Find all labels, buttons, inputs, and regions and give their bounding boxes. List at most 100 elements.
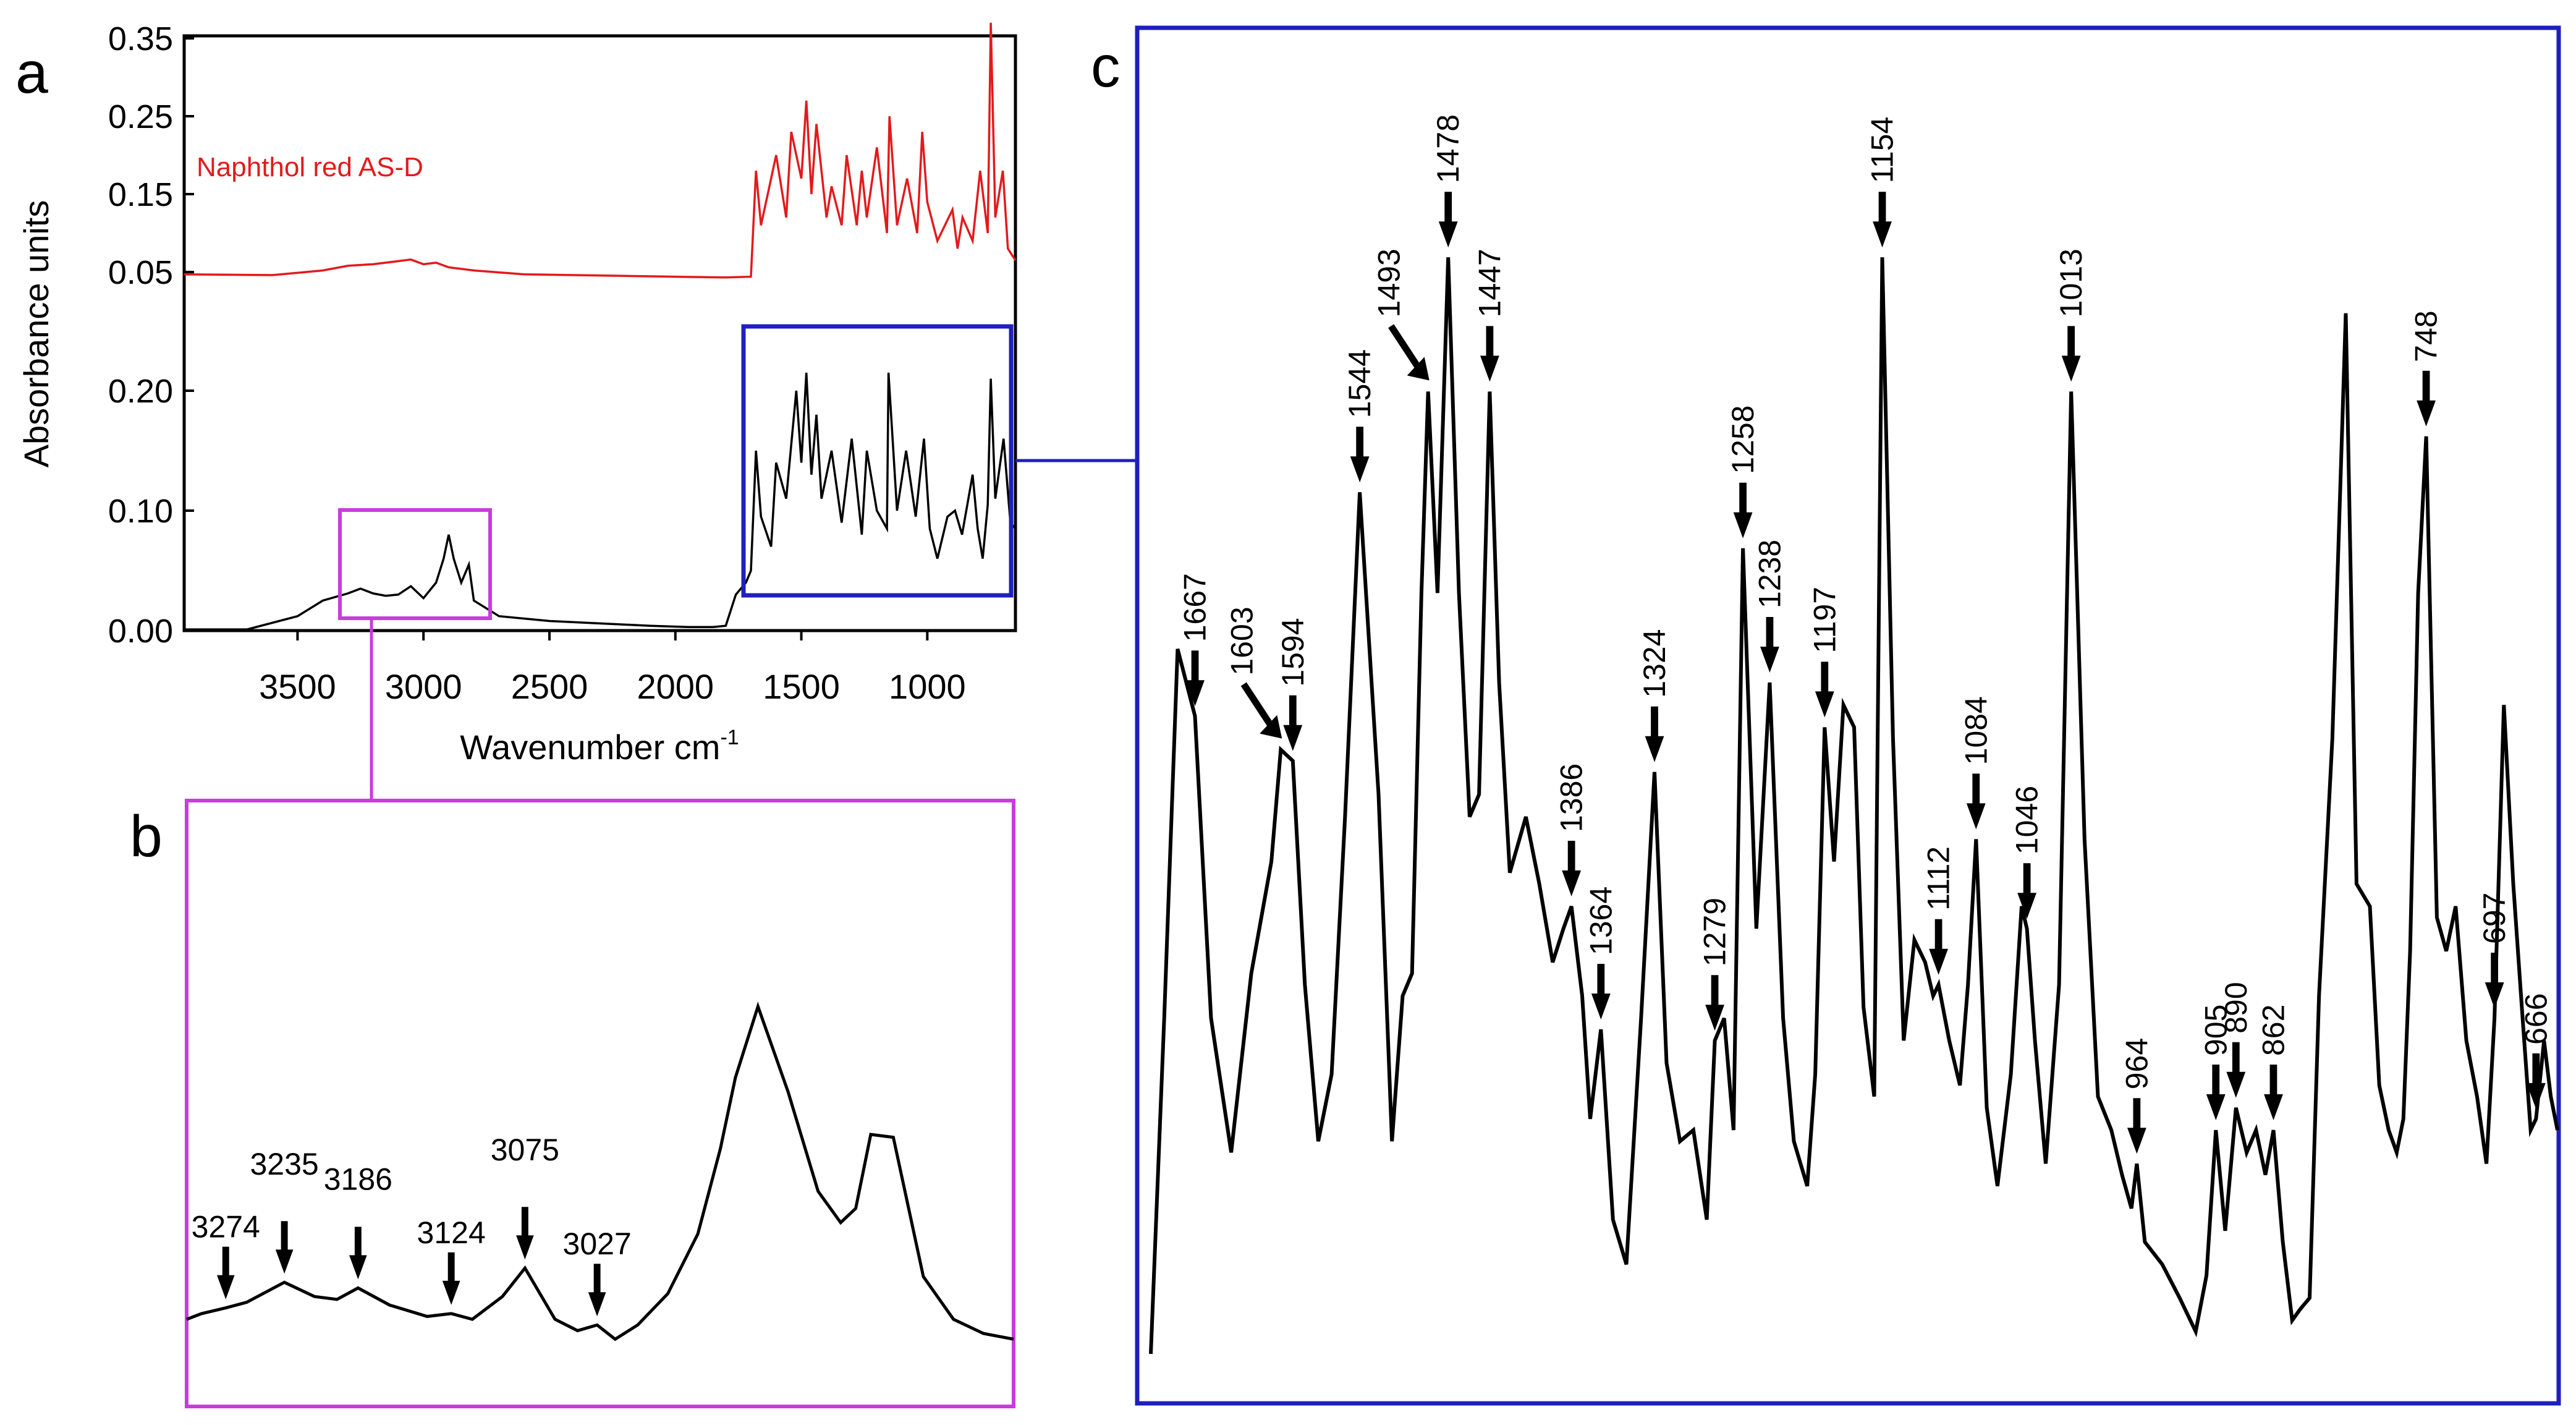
- peak-label: 1364: [1583, 887, 1618, 955]
- y-tick-label-upper: 0.05: [108, 254, 173, 291]
- x-tick-label: 2500: [511, 667, 588, 706]
- panel-c: c 1667 1603 1594 1544 1493 1478 1447 1386 1364 13…: [1091, 25, 2561, 1406]
- peak-label: 1197: [1807, 587, 1842, 653]
- peak-label: 862: [2256, 1005, 2290, 1056]
- peak-arrow: [275, 1221, 294, 1274]
- peak-arrow: [349, 1227, 367, 1280]
- peak-label: 1493: [1372, 249, 1407, 317]
- x-axis-label-text: Wavenumber cm: [460, 728, 720, 767]
- peak-arrow: [1929, 919, 1948, 975]
- peak-label: 666: [2519, 993, 2553, 1044]
- peak-arrow: [1815, 661, 1834, 718]
- peak-arrow: [516, 1207, 534, 1260]
- y-tick-label-lower: 0.20: [108, 373, 173, 410]
- peak-label: 964: [2119, 1038, 2154, 1089]
- peak-label: 1447: [1472, 249, 1507, 317]
- peak-label: 3075: [491, 1133, 559, 1167]
- peak-arrow: [1283, 695, 1303, 751]
- peak-arrow: [1438, 192, 1458, 248]
- peak-arrow: [2485, 953, 2504, 1008]
- panel-a-x-axis-label: Wavenumber cm-1: [460, 726, 739, 767]
- peak-arrow: [1185, 650, 1205, 707]
- peak-label: 1084: [1959, 696, 1993, 765]
- panel-a-frame: [182, 34, 1017, 632]
- peak-arrow: [2526, 1053, 2546, 1109]
- peak-label: 1046: [2010, 786, 2044, 854]
- peak-label: 1013: [2054, 249, 2088, 317]
- peak-label: 3124: [417, 1215, 486, 1250]
- y-tick-label-upper: 0.15: [108, 176, 173, 213]
- y-tick-label-upper: 0.35: [108, 20, 173, 57]
- peak-arrow: [1350, 427, 1370, 483]
- peak-arrow-diagonal: [1240, 682, 1282, 739]
- peak-label: 1603: [1224, 606, 1259, 675]
- peak-label: 1112: [1921, 846, 1956, 911]
- peak-label: 1544: [1342, 349, 1377, 418]
- panel-c-series: [1149, 257, 2559, 1355]
- peak-arrow: [1591, 964, 1611, 1020]
- panel-b-frame: [185, 799, 1015, 1408]
- x-axis-label-superscript: -1: [720, 726, 739, 749]
- x-tick-label: 2000: [637, 667, 714, 706]
- peak-arrow: [1733, 482, 1753, 538]
- peak-label: 1279: [1698, 898, 1732, 966]
- panel-a-series-naphthol-red: [184, 22, 1017, 279]
- panel-b-peak-annotations: 3274 3235 3186 3124 3075 3027: [192, 1133, 632, 1317]
- y-tick-label-lower: 0.00: [108, 613, 173, 650]
- peak-label: 1594: [1276, 618, 1310, 686]
- peak-label: 890: [2219, 982, 2253, 1033]
- panel-a-x-axis: 3500 3000 2500 2000 1500 1000: [259, 631, 966, 706]
- x-tick-label: 1500: [763, 667, 840, 706]
- zoom-box-c: [741, 324, 1014, 598]
- peak-label: 1258: [1726, 406, 1760, 474]
- peak-label: 1386: [1554, 764, 1589, 832]
- peak-label: 3274: [192, 1210, 260, 1244]
- peak-arrow: [1760, 617, 1779, 673]
- peak-arrow: [1562, 841, 1582, 896]
- zoom-box-b: [338, 508, 492, 620]
- panel-c-label: c: [1091, 34, 1121, 100]
- panel-c-frame: [1135, 25, 2561, 1406]
- panel-a-label: a: [15, 40, 48, 106]
- peak-label: 3235: [250, 1147, 319, 1181]
- peak-arrow: [2417, 370, 2436, 427]
- panel-b: b 3274 3235 3186 3124 3075 3027: [130, 799, 1015, 1408]
- series-label-naphthol-red: Naphthol red AS-D: [197, 152, 423, 182]
- peak-arrow: [2206, 1065, 2226, 1120]
- peak-label: 1478: [1431, 114, 1465, 183]
- panel-b-label: b: [130, 804, 163, 869]
- peak-label: 1324: [1637, 629, 1672, 698]
- peak-arrow: [2226, 1042, 2246, 1098]
- peak-arrow: [1873, 192, 1892, 248]
- peak-arrow: [1966, 773, 1986, 830]
- panel-a-y-axis: 0.35 0.25 0.15 0.05 0.20 0.10 0.00: [108, 20, 194, 650]
- x-tick-label: 3500: [259, 667, 336, 706]
- peak-label: 1238: [1752, 540, 1787, 608]
- panel-b-series: [186, 1002, 1014, 1342]
- x-tick-label: 1000: [889, 667, 966, 706]
- peak-arrow: [1645, 706, 1664, 762]
- x-tick-label: 3000: [385, 667, 462, 706]
- peak-arrow-diagonal: [1388, 324, 1430, 381]
- peak-arrow: [2061, 326, 2081, 382]
- peak-arrow: [1480, 326, 1499, 382]
- peak-label: 3186: [324, 1162, 392, 1196]
- peak-arrow: [588, 1264, 606, 1317]
- peak-arrow: [216, 1246, 235, 1300]
- peak-label: 1667: [1178, 573, 1213, 642]
- panel-a: a 0.35 0.25 0.15 0.05 0.20 0.10 0.00 3500 3000 2…: [15, 20, 1137, 801]
- panel-a-series-sample: [184, 372, 1017, 631]
- peak-label: 748: [2409, 310, 2444, 362]
- peak-label: 1154: [1865, 117, 1900, 184]
- peak-arrow: [1705, 975, 1724, 1031]
- panel-c-peak-annotations: 1667 1603 1594 1544 1493 1478 1447 1386 1364 1324…: [1178, 114, 2553, 1154]
- peak-label: 905: [2198, 1005, 2233, 1056]
- peak-label: 697: [2477, 893, 2512, 944]
- y-tick-label-upper: 0.25: [108, 98, 173, 135]
- y-tick-label-lower: 0.10: [108, 493, 173, 530]
- peak-arrow: [2127, 1098, 2146, 1154]
- peak-arrow: [442, 1252, 460, 1305]
- peak-arrow: [2017, 863, 2037, 919]
- panel-a-y-axis-label: Absorbance units: [17, 200, 56, 468]
